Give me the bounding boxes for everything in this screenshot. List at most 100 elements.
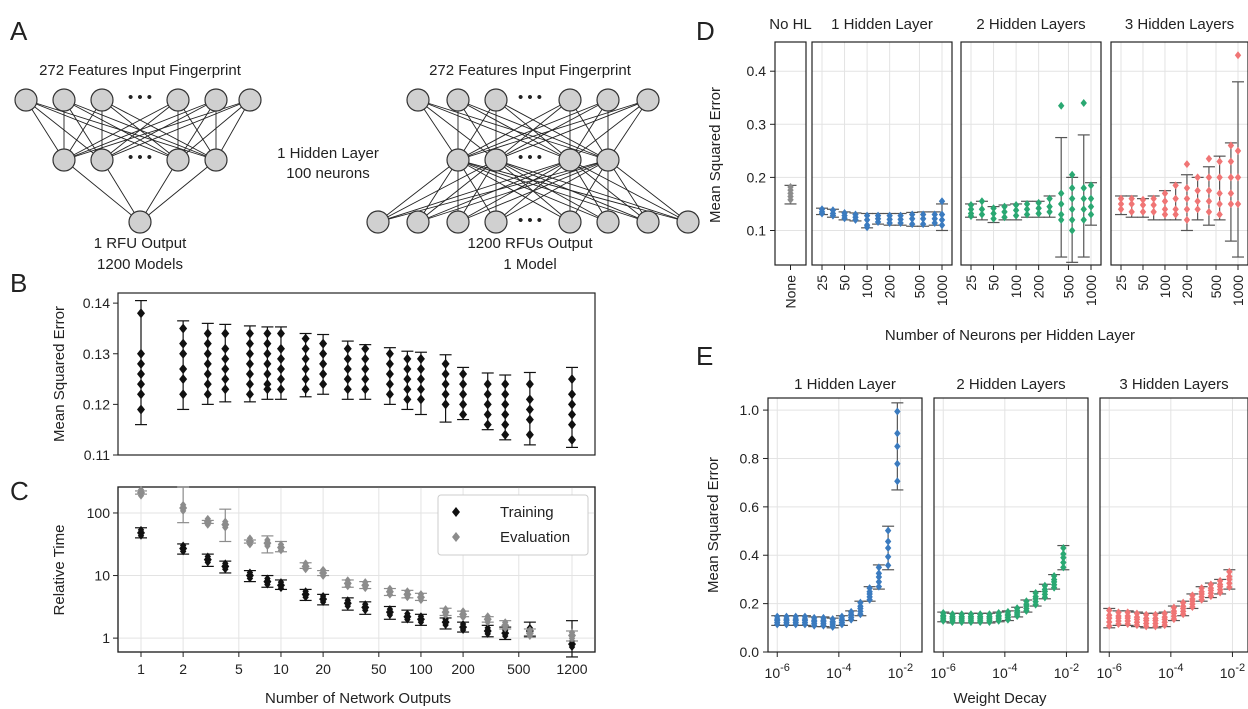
data-point bbox=[1150, 207, 1157, 216]
data-point bbox=[302, 565, 309, 574]
data-point bbox=[301, 363, 310, 374]
data-point bbox=[787, 195, 794, 204]
subplot-frame bbox=[933, 397, 1089, 653]
panel-letter-a: A bbox=[10, 16, 28, 46]
panel-letter-e: E bbox=[696, 341, 713, 371]
data-point bbox=[1170, 615, 1178, 624]
data-point bbox=[483, 409, 492, 420]
data-point bbox=[442, 605, 449, 614]
data-point bbox=[1023, 199, 1031, 208]
input-node bbox=[406, 88, 430, 112]
edge bbox=[417, 159, 459, 223]
data-point bbox=[362, 606, 369, 615]
data-point bbox=[1194, 205, 1201, 214]
output-node bbox=[484, 210, 508, 234]
data-point bbox=[263, 369, 272, 379]
data-point bbox=[203, 389, 212, 400]
data-point bbox=[1189, 603, 1196, 612]
data-point bbox=[526, 632, 534, 641]
data-point bbox=[179, 541, 187, 550]
edge bbox=[457, 159, 497, 223]
data-point bbox=[884, 537, 892, 546]
data-point bbox=[417, 618, 425, 627]
data-point bbox=[792, 620, 799, 629]
chart-e: Mean Squared Error Weight Decay 0.0 0.2 0.4 0… bbox=[705, 376, 1248, 707]
input-node bbox=[166, 88, 190, 112]
data-point bbox=[1172, 194, 1179, 203]
data-point bbox=[203, 328, 212, 339]
data-point bbox=[416, 353, 425, 364]
edge bbox=[569, 99, 609, 161]
data-point bbox=[884, 543, 892, 552]
x-tick-label: 25 bbox=[1113, 275, 1129, 291]
data-point bbox=[852, 215, 859, 224]
data-point bbox=[568, 374, 576, 385]
y-tick-label: 0.2 bbox=[747, 169, 767, 185]
data-point bbox=[263, 358, 272, 369]
data-point bbox=[362, 600, 369, 609]
data-point bbox=[847, 615, 855, 624]
x-tick-label: 5 bbox=[235, 661, 243, 677]
subplot-title: 2 Hidden Layers bbox=[956, 376, 1065, 393]
edge bbox=[495, 99, 649, 161]
data-point bbox=[1106, 606, 1113, 615]
data-point bbox=[1172, 210, 1179, 219]
data-point bbox=[1143, 622, 1150, 631]
data-point bbox=[417, 590, 425, 599]
data-point bbox=[319, 369, 328, 379]
data-point bbox=[204, 514, 211, 523]
x-tick-label: 2 bbox=[179, 661, 187, 677]
data-point bbox=[874, 217, 882, 226]
right-hidden-dots: • • • bbox=[518, 149, 542, 166]
data-point bbox=[403, 374, 412, 385]
y-tick-label: 0.0 bbox=[740, 644, 760, 660]
edge bbox=[495, 159, 689, 223]
data-point bbox=[1227, 173, 1235, 182]
hidden-node bbox=[446, 148, 470, 172]
data-point bbox=[568, 389, 576, 400]
data-point bbox=[1205, 197, 1213, 206]
data-point bbox=[246, 534, 254, 543]
data-point bbox=[525, 394, 534, 405]
data-point bbox=[1205, 154, 1213, 163]
input-node bbox=[636, 88, 660, 112]
data-point bbox=[894, 407, 901, 416]
edge bbox=[457, 99, 571, 161]
output-node bbox=[596, 210, 620, 234]
data-point bbox=[501, 389, 510, 400]
hidden-node bbox=[90, 148, 114, 172]
data-point bbox=[1057, 189, 1065, 198]
data-point bbox=[938, 215, 946, 224]
data-point bbox=[774, 620, 781, 629]
edge bbox=[139, 159, 179, 223]
chart-d: Mean Squared Error Number of Neurons per … bbox=[707, 16, 1248, 344]
data-point bbox=[442, 621, 449, 630]
data-point bbox=[1068, 226, 1076, 235]
data-point bbox=[1013, 611, 1021, 620]
subplot-title: No HL bbox=[769, 16, 812, 33]
data-point bbox=[1194, 186, 1201, 195]
y-axis-label: Mean Squared Error bbox=[51, 306, 68, 442]
data-point bbox=[1046, 207, 1053, 216]
edge bbox=[457, 99, 497, 161]
data-point bbox=[1161, 189, 1169, 198]
data-point bbox=[1205, 207, 1213, 216]
data-point bbox=[179, 374, 188, 385]
edge bbox=[101, 159, 141, 223]
data-point bbox=[417, 596, 425, 605]
data-point bbox=[863, 215, 871, 224]
hidden-node bbox=[52, 148, 76, 172]
data-point bbox=[1080, 194, 1087, 203]
input-node bbox=[238, 88, 262, 112]
subplot-title: 3 Hidden Layers bbox=[1119, 376, 1228, 393]
data-point bbox=[568, 399, 576, 410]
data-point bbox=[1226, 583, 1233, 592]
data-point bbox=[459, 613, 467, 622]
data-point bbox=[361, 363, 370, 374]
data-point bbox=[1216, 173, 1223, 182]
x-tick-label: 1000 bbox=[1083, 275, 1099, 306]
data-point bbox=[1124, 619, 1131, 628]
data-point bbox=[990, 209, 997, 218]
data-point bbox=[919, 214, 927, 223]
data-point bbox=[277, 540, 285, 549]
